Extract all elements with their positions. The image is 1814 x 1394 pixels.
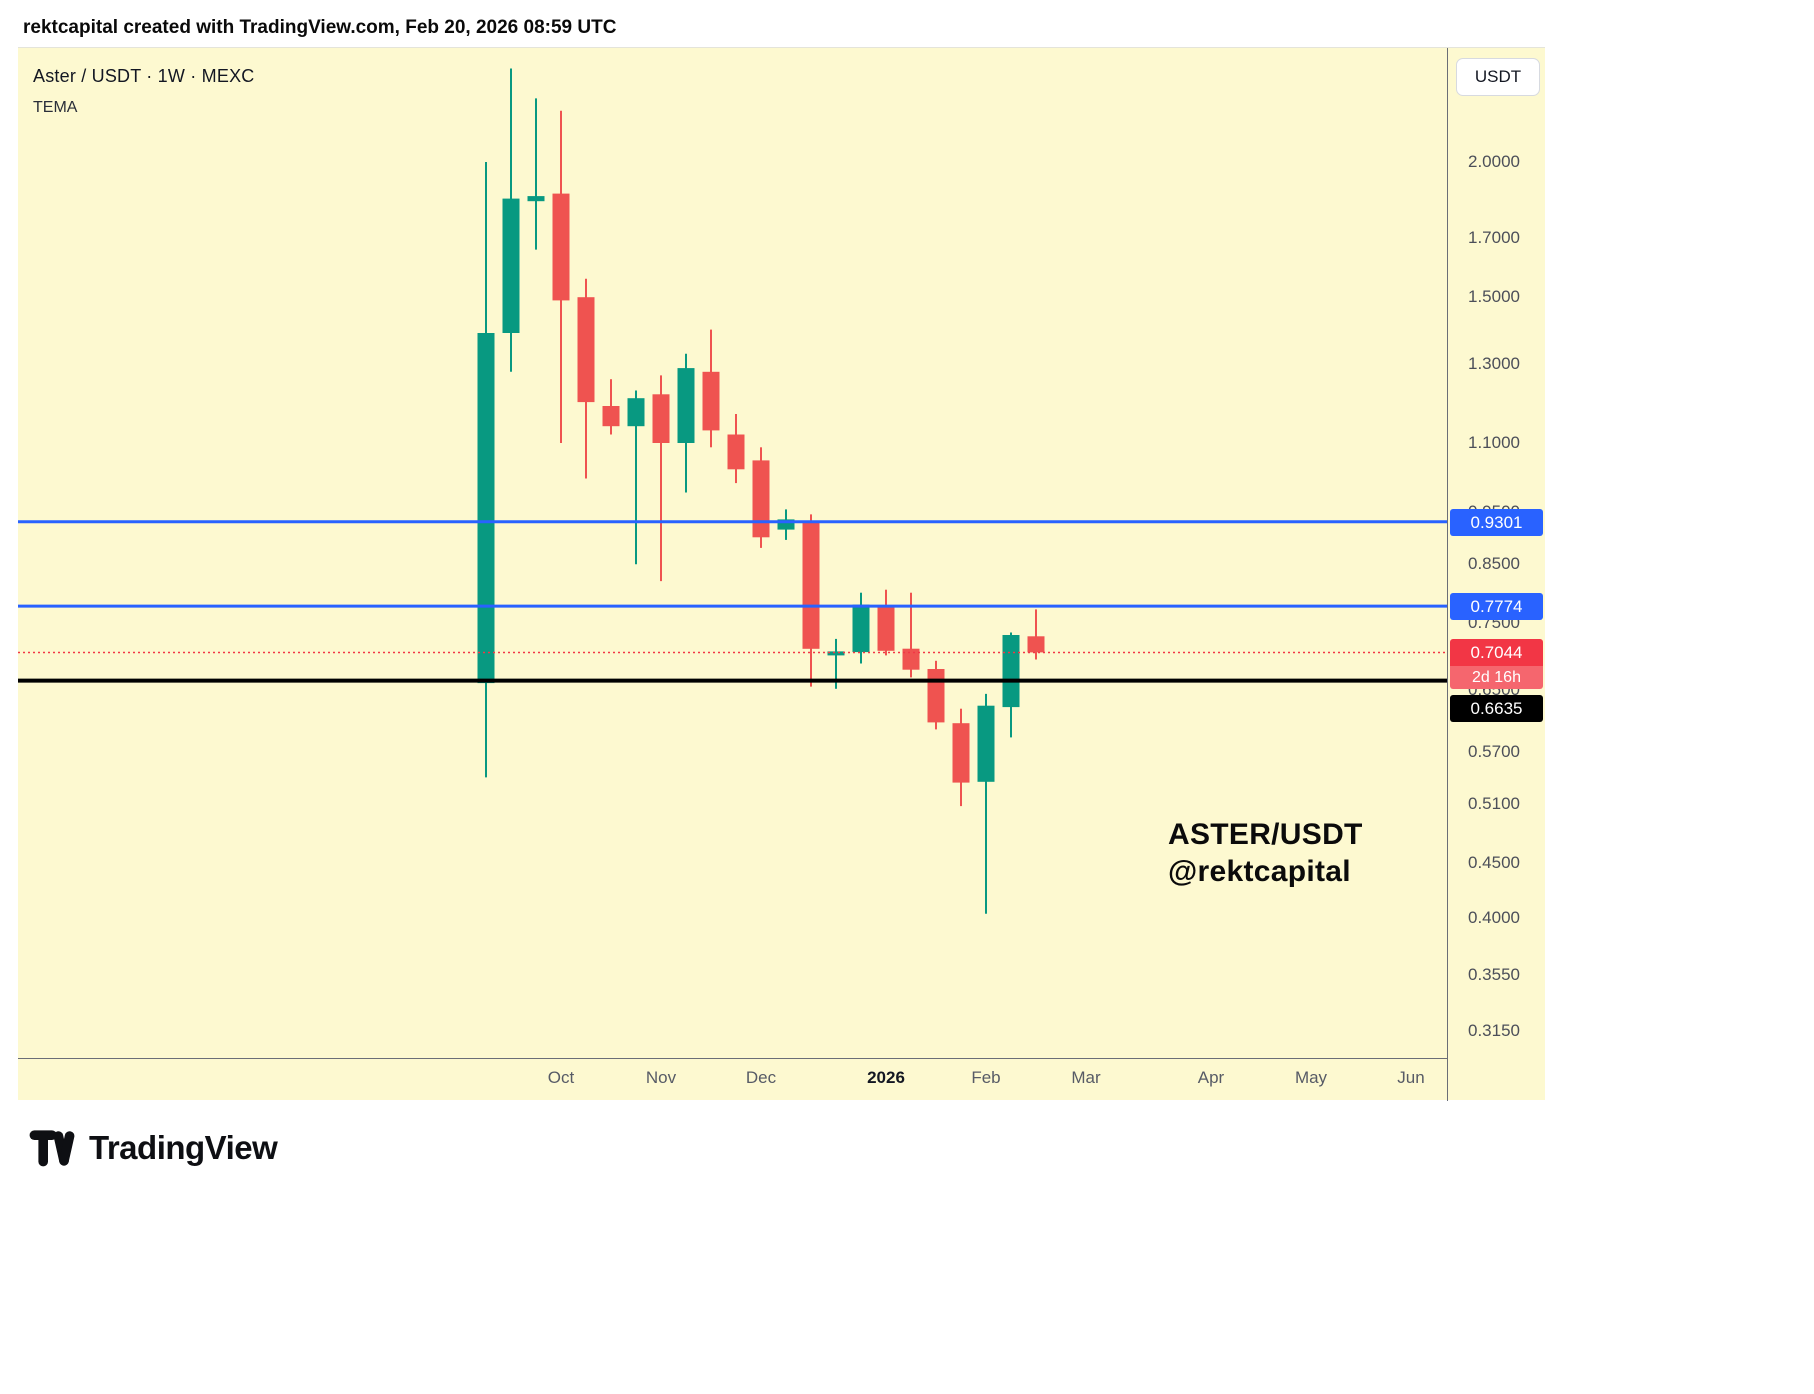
- candle: [977, 693, 995, 914]
- currency-button[interactable]: USDT: [1456, 58, 1540, 96]
- chart-legend: Aster / USDT · 1W · MEXC TEMA: [33, 66, 255, 117]
- attribution-text: rektcapital created with TradingView.com…: [23, 17, 617, 38]
- time-axis-label: Oct: [547, 1068, 575, 1087]
- candle: [552, 110, 570, 443]
- candle: [527, 98, 545, 250]
- time-axis-label: 2026: [867, 1068, 905, 1087]
- candle: [752, 447, 770, 548]
- candle: [877, 589, 895, 656]
- price-axis-label: 2.0000: [1468, 152, 1520, 171]
- tradingview-wordmark: TradingView: [89, 1129, 278, 1166]
- symbol-title[interactable]: Aster / USDT · 1W · MEXC: [33, 66, 255, 86]
- time-axis-label: Mar: [1071, 1068, 1101, 1087]
- price-axis-label: 0.3550: [1468, 965, 1520, 984]
- chart-pane[interactable]: Aster / USDT · 1W · MEXC TEMA ASTER/USDT…: [18, 48, 1447, 1058]
- candle: [852, 592, 870, 664]
- time-axis-label: Feb: [971, 1068, 1001, 1087]
- candle: [627, 390, 645, 565]
- time-axis-label: Dec: [745, 1068, 777, 1087]
- candle: [652, 375, 670, 582]
- price-axis-label: 1.7000: [1468, 228, 1520, 247]
- indicator-label[interactable]: TEMA: [33, 99, 78, 116]
- candlestick-chart: [18, 68, 1447, 914]
- watermark: ASTER/USDT @rektcapital: [1168, 816, 1363, 890]
- candle: [677, 353, 695, 493]
- price-axis-label: 1.3000: [1468, 354, 1520, 373]
- candle: [702, 329, 720, 448]
- time-axis-label: Jun: [1397, 1068, 1425, 1087]
- candle: [777, 509, 795, 540]
- candle: [727, 414, 745, 484]
- candle: [952, 708, 970, 807]
- watermark-handle: @rektcapital: [1168, 855, 1351, 888]
- candle: [1027, 609, 1045, 660]
- price-axis-label: 0.5100: [1468, 794, 1520, 813]
- price-badge-level-0.9301: 0.9301: [1450, 509, 1543, 536]
- price-axis-label: 0.4500: [1468, 853, 1520, 872]
- price-axis-separator: [1447, 48, 1448, 1101]
- candle: [927, 660, 945, 730]
- footer-brand: TradingView: [28, 1127, 278, 1169]
- price-axis-label: 1.1000: [1468, 433, 1520, 452]
- current-price-value: 0.7044: [1450, 639, 1543, 666]
- candle: [602, 379, 620, 435]
- time-axis-label: Nov: [645, 1068, 677, 1087]
- time-axis-label: May: [1294, 1068, 1328, 1087]
- candle: [1002, 632, 1020, 738]
- price-axis-label: 0.4000: [1468, 908, 1520, 927]
- tradingview-logo-icon: [29, 1130, 75, 1167]
- price-badge-level-0.6635: 0.6635: [1450, 695, 1543, 722]
- price-badge-level-0.7774: 0.7774: [1450, 593, 1543, 620]
- time-axis-separator: [18, 1058, 1447, 1059]
- chart-widget: Aster / USDT · 1W · MEXC TEMA ASTER/USDT…: [18, 47, 1545, 1101]
- attribution-header: rektcapital created with TradingView.com…: [23, 17, 616, 39]
- time-axis-label: Apr: [1197, 1068, 1225, 1087]
- watermark-symbol: ASTER/USDT: [1168, 818, 1363, 851]
- candle: [502, 68, 520, 372]
- price-axis-label: 0.5700: [1468, 742, 1520, 761]
- candle: [577, 278, 595, 479]
- price-badge-current: 0.7044 2d 16h: [1450, 639, 1543, 689]
- candle: [802, 514, 820, 687]
- price-axis[interactable]: USDT 2.00001.70001.50001.30001.10000.950…: [1448, 48, 1545, 1101]
- price-axis-label: 0.3150: [1468, 1021, 1520, 1040]
- price-axis-label: 0.8500: [1468, 554, 1520, 573]
- time-axis[interactable]: Oct Nov Dec 2026 Feb Mar Apr May Jun: [18, 1059, 1447, 1101]
- price-axis-label: 1.5000: [1468, 287, 1520, 306]
- candle: [477, 162, 495, 778]
- candle-countdown: 2d 16h: [1450, 666, 1543, 689]
